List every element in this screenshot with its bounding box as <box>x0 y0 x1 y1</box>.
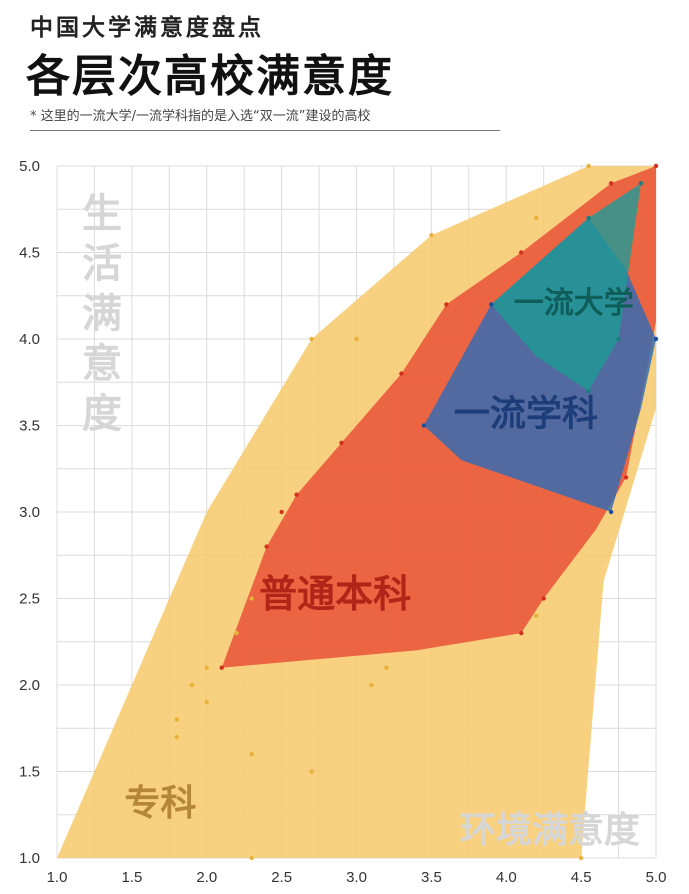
series-label-4: 一流大学 <box>514 286 634 321</box>
data-point <box>653 163 659 169</box>
data-point <box>578 855 584 861</box>
data-point <box>189 682 194 688</box>
x-tick-label: 1.5 <box>121 869 142 886</box>
data-point <box>534 215 539 221</box>
data-point <box>586 215 591 221</box>
data-point <box>429 233 434 238</box>
data-point <box>219 665 224 670</box>
y-tick-label: 4.0 <box>19 331 40 348</box>
data-point <box>249 596 254 601</box>
data-point <box>204 700 209 705</box>
series-labels: 专科 普通本科 一流学科 一流大学 <box>124 286 633 824</box>
data-point <box>653 336 659 342</box>
series-label-2: 普通本科 <box>259 572 411 616</box>
data-point <box>294 492 299 497</box>
data-point <box>309 769 314 774</box>
plot-layers <box>57 163 659 861</box>
x-tick-label: 2.0 <box>196 869 217 886</box>
x-tick-label: 1.0 <box>47 869 68 886</box>
data-point <box>616 336 621 342</box>
data-point <box>519 630 524 636</box>
y-axis-label: 生活满意度 <box>82 191 122 437</box>
x-tick-label: 3.5 <box>421 869 442 886</box>
data-point <box>586 163 591 169</box>
data-point <box>384 665 389 670</box>
data-point <box>204 665 209 670</box>
series-label-1: 专科 <box>124 783 196 824</box>
data-point <box>623 475 629 480</box>
chart-note: * 这里的一流大学/一流学科指的是入选“双一流”建设的高校 <box>30 109 371 124</box>
data-point <box>519 250 524 255</box>
data-point <box>174 734 179 740</box>
y-tick-label: 5.0 <box>19 158 40 175</box>
data-point <box>309 336 314 342</box>
y-tick-label: 2.5 <box>19 591 40 608</box>
data-point <box>608 181 614 186</box>
y-tick-label: 1.0 <box>19 850 40 867</box>
data-point <box>264 544 269 549</box>
data-point <box>489 302 494 307</box>
data-point <box>249 752 254 757</box>
data-point <box>354 336 359 342</box>
data-point <box>541 596 546 601</box>
data-point <box>444 302 449 307</box>
data-point <box>279 509 284 515</box>
data-point <box>421 423 427 428</box>
data-point <box>638 181 644 186</box>
y-tick-label: 3.5 <box>19 418 40 435</box>
y-tick-label: 4.5 <box>19 245 40 262</box>
hull-4 <box>491 183 642 391</box>
data-point <box>399 371 404 376</box>
chart-title: 各层次高校满意度 <box>26 51 394 102</box>
tick-labels: 1.0 1.5 2.0 2.5 3.0 3.5 4.0 4.5 5.0 1.0 1.5 2.0 2.5 3… <box>19 158 666 886</box>
x-axis-label: 环境满意度 <box>460 810 640 851</box>
data-point <box>249 855 254 861</box>
x-tick-label: 4.5 <box>571 869 592 886</box>
y-tick-label: 3.0 <box>19 504 40 521</box>
data-point <box>608 509 614 515</box>
x-tick-label: 3.0 <box>346 869 367 886</box>
y-tick-label: 1.5 <box>19 764 40 781</box>
data-point <box>339 440 344 445</box>
data-point <box>174 717 179 722</box>
data-point <box>586 388 591 394</box>
data-point <box>534 613 539 618</box>
data-point <box>369 682 374 688</box>
note-divider <box>30 130 500 131</box>
series-label-3: 一流学科 <box>454 393 598 435</box>
x-tick-label: 2.5 <box>271 869 292 886</box>
data-point <box>234 630 239 636</box>
x-tick-label: 4.0 <box>496 869 517 886</box>
chart-subtitle: 中国大学满意度盘点 <box>30 15 264 41</box>
x-tick-label: 5.0 <box>646 869 667 886</box>
y-tick-label: 2.0 <box>19 677 40 694</box>
